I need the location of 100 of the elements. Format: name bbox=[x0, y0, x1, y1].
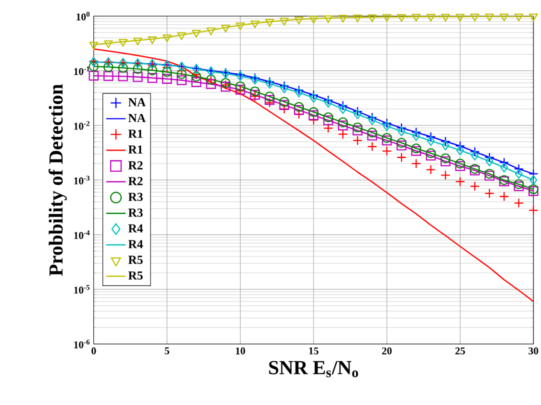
point bbox=[118, 72, 128, 82]
line-series bbox=[94, 48, 534, 302]
point bbox=[250, 20, 260, 28]
point bbox=[324, 16, 333, 24]
point bbox=[338, 129, 348, 140]
point bbox=[339, 104, 347, 114]
point bbox=[294, 105, 304, 116]
legend-label: R4 bbox=[128, 224, 143, 233]
legend-label: R1 bbox=[128, 146, 142, 154]
point bbox=[295, 88, 303, 98]
point bbox=[221, 24, 230, 33]
point bbox=[456, 146, 464, 156]
point bbox=[310, 93, 318, 103]
point bbox=[265, 19, 274, 27]
point bbox=[162, 62, 172, 73]
point bbox=[514, 179, 524, 190]
y-tick-label: 10$^{0}$ bbox=[76, 12, 90, 21]
point bbox=[500, 14, 508, 22]
point bbox=[426, 136, 435, 146]
point bbox=[528, 169, 538, 179]
point bbox=[499, 158, 510, 168]
point bbox=[412, 14, 421, 22]
x-tick-label: 30 bbox=[528, 348, 538, 355]
point bbox=[411, 158, 422, 169]
point bbox=[162, 74, 172, 84]
point bbox=[470, 182, 480, 192]
point bbox=[279, 96, 290, 107]
legend-label: R4 bbox=[128, 240, 143, 248]
point bbox=[440, 136, 450, 146]
point bbox=[294, 85, 304, 96]
point bbox=[500, 162, 508, 173]
point bbox=[397, 14, 406, 22]
point bbox=[396, 123, 406, 134]
point bbox=[440, 156, 450, 166]
point bbox=[484, 152, 494, 162]
point bbox=[206, 28, 216, 36]
x-tick-label: 15 bbox=[309, 348, 318, 355]
point bbox=[352, 136, 362, 146]
x-tick-label: 25 bbox=[455, 348, 465, 355]
point bbox=[279, 104, 290, 114]
point bbox=[280, 83, 288, 94]
point bbox=[470, 14, 480, 22]
y-tick-label: 10$^{-2}$ bbox=[74, 121, 90, 130]
point bbox=[514, 164, 524, 174]
point bbox=[279, 81, 290, 91]
point bbox=[514, 14, 524, 22]
point bbox=[192, 30, 201, 38]
point bbox=[455, 161, 466, 172]
y-tick-label: 10$^{-6}$ bbox=[74, 340, 90, 348]
point bbox=[323, 123, 334, 134]
point bbox=[470, 146, 480, 157]
point bbox=[485, 14, 494, 22]
point bbox=[426, 164, 436, 175]
point bbox=[354, 109, 362, 120]
point bbox=[440, 170, 450, 180]
x-tick-label: 5 bbox=[164, 348, 170, 354]
y-tick-label: 10$^{-4}$ bbox=[74, 230, 90, 240]
y-tick-label: 10$^{-5}$ bbox=[74, 285, 90, 294]
point bbox=[323, 116, 334, 126]
x-axis-title: SNR E$_{s}$/N$_{o}$ bbox=[269, 361, 358, 378]
point bbox=[367, 128, 378, 138]
point bbox=[103, 62, 114, 72]
point bbox=[470, 150, 479, 161]
point bbox=[132, 64, 143, 74]
point bbox=[411, 127, 422, 138]
point bbox=[338, 100, 348, 111]
legend-label: NA bbox=[128, 98, 146, 106]
point bbox=[88, 62, 99, 72]
point bbox=[264, 98, 275, 108]
point bbox=[148, 36, 157, 44]
point bbox=[308, 115, 318, 126]
point bbox=[382, 133, 392, 144]
point bbox=[103, 71, 114, 82]
point bbox=[368, 14, 377, 22]
point bbox=[367, 142, 378, 152]
y-tick-label: 10$^{-3}$ bbox=[74, 176, 90, 185]
point bbox=[324, 98, 332, 108]
point bbox=[514, 169, 523, 179]
point bbox=[177, 32, 186, 40]
point bbox=[411, 144, 422, 154]
point bbox=[191, 77, 202, 88]
point bbox=[294, 16, 304, 25]
point bbox=[220, 78, 231, 88]
point bbox=[235, 82, 246, 92]
point bbox=[382, 14, 392, 22]
legend-label: R1 bbox=[128, 130, 142, 138]
y-axis-title: Probbility of Detection bbox=[48, 84, 67, 276]
point bbox=[426, 148, 436, 158]
point bbox=[396, 140, 406, 151]
point bbox=[162, 67, 172, 78]
point bbox=[455, 176, 466, 187]
point bbox=[206, 79, 216, 90]
point bbox=[382, 118, 392, 128]
point bbox=[411, 146, 422, 156]
point bbox=[279, 100, 290, 110]
point bbox=[338, 15, 348, 23]
point bbox=[89, 42, 98, 50]
point bbox=[338, 120, 348, 131]
point bbox=[147, 66, 158, 76]
point bbox=[514, 182, 524, 192]
